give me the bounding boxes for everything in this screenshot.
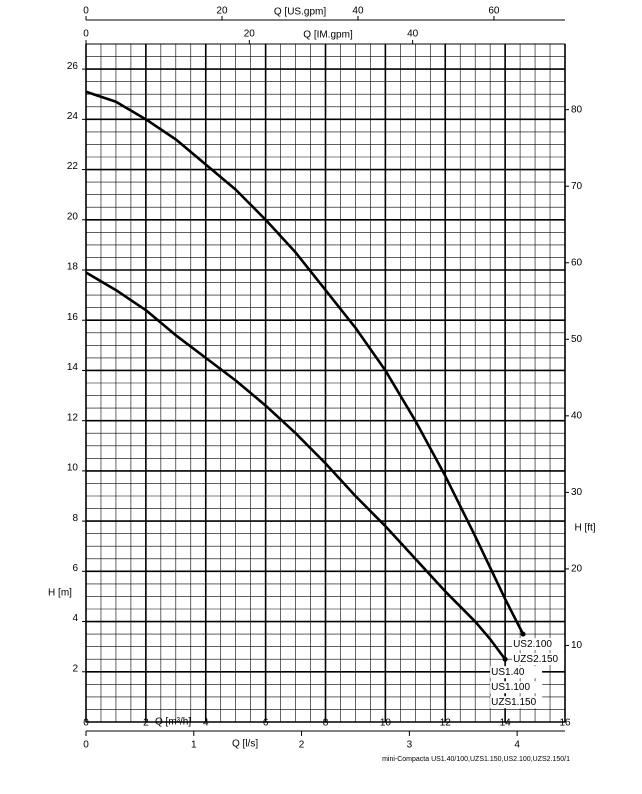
x-im-tick-label: 20: [244, 29, 256, 40]
pump-curve: [85, 271, 507, 660]
pump-curve: [85, 90, 525, 635]
y-tick-label: 14: [67, 362, 79, 373]
y2-tick-label: 80: [571, 104, 583, 115]
series-label: UZS2.150: [513, 654, 558, 665]
footnote: mini-Compacta US1.40/100,UZS1.150,US2.10…: [382, 756, 570, 763]
x-ls-tick-label: 3: [407, 740, 413, 751]
x-tick-label: 10: [380, 718, 392, 729]
x-im-tick-label: 0: [83, 29, 89, 40]
series-label: UZS1.150: [491, 697, 536, 708]
x-tick-label: 14: [500, 718, 512, 729]
series-label: US2.100: [513, 639, 552, 650]
x-tick-label: 4: [203, 718, 209, 729]
y-tick-label: 2: [72, 663, 78, 674]
x-ls-tick-label: 1: [191, 740, 197, 751]
curve-end: [502, 656, 508, 662]
y-tick-label: 6: [72, 563, 78, 574]
y-tick-label: 22: [67, 161, 79, 172]
y-tick-label: 8: [72, 513, 78, 524]
x-tick-label: 6: [263, 718, 269, 729]
x-tick-label: 12: [440, 718, 452, 729]
x-us-tick-label: 20: [216, 6, 228, 17]
y-tick-label: 10: [67, 463, 79, 474]
label-bg: [512, 653, 565, 666]
y2-tick-label: 50: [571, 334, 583, 345]
y-tick-label: 26: [67, 61, 79, 72]
x-tick-label: 8: [323, 718, 329, 729]
y-tick-label: 18: [67, 262, 79, 273]
y-tick-label: 20: [67, 211, 79, 222]
x-ls-tick-label: 4: [514, 740, 520, 751]
y2-tick-label: 20: [571, 564, 583, 575]
y-label: H [m]: [48, 588, 72, 599]
x-tick-label: 16: [559, 718, 571, 729]
y2-tick-label: 40: [571, 410, 583, 421]
series-label: US1.100: [491, 682, 530, 693]
x-ls-tick-label: 2: [299, 740, 305, 751]
y2-tick-label: 70: [571, 181, 583, 192]
x-im-label: Q [IM.gpm]: [303, 30, 353, 41]
label-bg: [490, 696, 543, 709]
x-tick-label: 2: [143, 718, 149, 729]
x-us-tick-label: 60: [488, 6, 500, 17]
x-us-tick-label: 0: [83, 6, 89, 17]
x-ls-label: Q [l/s]: [232, 739, 258, 750]
y-tick-label: 4: [72, 613, 78, 624]
plot-frame: [85, 43, 566, 723]
y2-tick-label: 30: [571, 487, 583, 498]
x-ls-tick-label: 0: [83, 740, 89, 751]
y-tick-label: 12: [67, 412, 79, 423]
x-us-label: Q [US.gpm]: [274, 7, 326, 18]
curve-end: [520, 631, 526, 637]
y2-label: H [ft]: [574, 523, 595, 534]
x-tick-label: 0: [83, 718, 89, 729]
series-label: US1.40: [491, 667, 525, 678]
y2-tick-label: 10: [571, 640, 583, 651]
x-us-tick-label: 40: [352, 6, 364, 17]
label-bg: [490, 666, 543, 679]
y-tick-label: 24: [67, 111, 79, 122]
y2-tick-label: 60: [571, 257, 583, 268]
y-tick-label: 16: [67, 312, 79, 323]
label-bg: [490, 681, 543, 694]
x-im-tick-label: 40: [407, 29, 419, 40]
label-bg: [512, 638, 565, 651]
